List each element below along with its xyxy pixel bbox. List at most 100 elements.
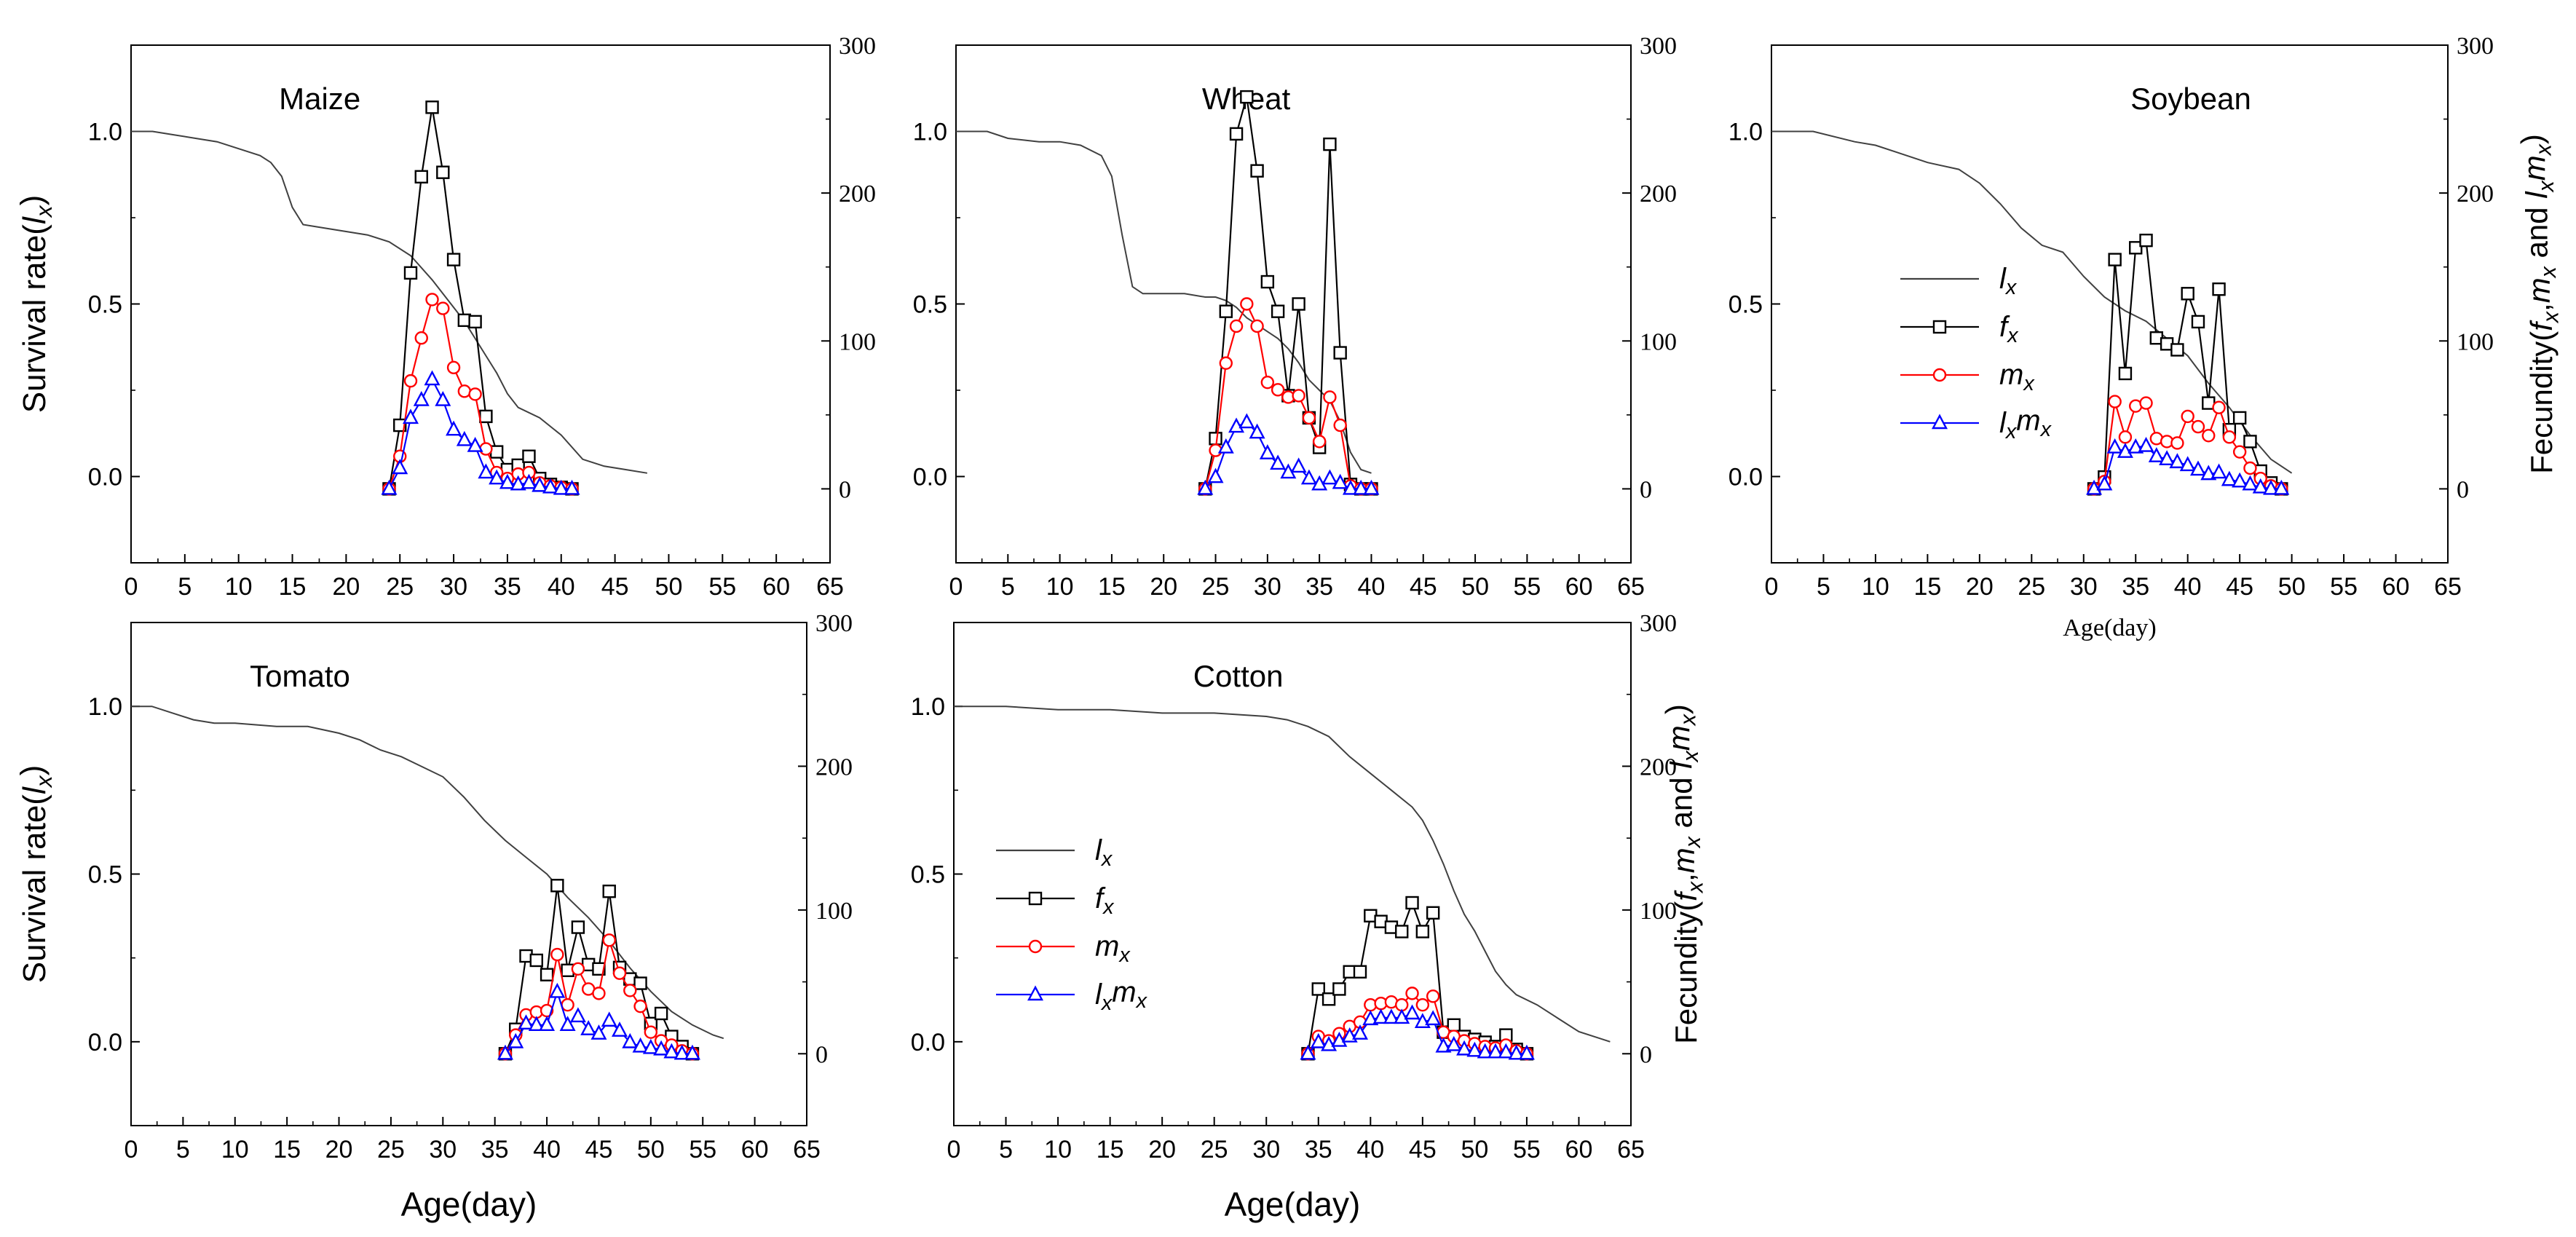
y-left-tick-label: 1.0 (88, 119, 122, 146)
data-point-mx (602, 933, 616, 947)
legend-label-mx: mx​ (1999, 359, 2035, 395)
legend-label-lxmx: lx​mx​ (1999, 405, 2052, 443)
data-point-lxmx (1259, 444, 1276, 459)
y-right-tick-label: 100 (839, 328, 876, 355)
y-left-tick-label: 0.5 (88, 861, 122, 889)
data-point-lxmx (2096, 475, 2113, 491)
series-lxmx (497, 982, 700, 1060)
data-point-lxmx (2148, 447, 2165, 462)
data-point-lxmx (424, 370, 440, 386)
series-fx (2087, 233, 2288, 496)
x-tick-label: 30 (1254, 573, 1281, 601)
data-point-fx (1229, 127, 1244, 141)
data-point-fx (403, 266, 418, 280)
x-tick-label: 25 (1202, 573, 1230, 601)
data-point-lxmx (1487, 1043, 1504, 1059)
data-point-mx (1405, 987, 1419, 1000)
data-point-fx (602, 884, 616, 898)
y-right-axis-label-sub: x (2539, 311, 2563, 324)
data-point-lxmx (1383, 1008, 1399, 1024)
x-tick-label: 10 (225, 573, 253, 601)
data-point-lxmx (435, 390, 451, 406)
y-right-tick-label: 300 (1640, 610, 1677, 637)
data-point-mx (2108, 395, 2122, 408)
x-tick-label: 40 (1356, 1136, 1384, 1163)
data-point-fx (2232, 411, 2247, 425)
data-point-lxmx (2189, 460, 2206, 476)
data-point-lxmx (1518, 1044, 1535, 1060)
plot-frame-maize (130, 44, 831, 564)
data-point-mx (1323, 390, 1337, 404)
y-right-axis-label-sub: x (2537, 266, 2561, 279)
data-point-mx (2222, 430, 2237, 444)
data-point-lxmx (456, 430, 473, 446)
series-lxmx (2086, 436, 2290, 495)
x-tick-label: 5 (176, 1136, 190, 1163)
y-right-tick-label: 100 (1640, 898, 1677, 925)
y-right-axis-label-var: m (2522, 277, 2556, 303)
data-point-lxmx (392, 459, 408, 475)
data-point-fx (1219, 304, 1233, 318)
data-point-lxmx (2127, 438, 2144, 454)
data-point-lxmx (2117, 443, 2133, 458)
x-tick-label: 0 (125, 573, 138, 601)
data-point-fx (1260, 274, 1275, 289)
panels-layer: 0 5 10 15 20 25 30 35 40 45 50 55 60 650.00.51.001002… (15, 33, 2564, 1223)
y-right-tick-label: 200 (839, 181, 876, 208)
data-point-lxmx (2210, 463, 2227, 479)
data-point-fx (1323, 137, 1337, 151)
data-point-lxmx (1290, 457, 1307, 473)
data-point-lxmx (1435, 1037, 1452, 1053)
x-tick-label: 50 (1461, 1136, 1488, 1163)
x-tick-label: 20 (325, 1136, 353, 1163)
data-point-lxmx (2138, 436, 2154, 452)
data-point-mx (1250, 319, 1264, 333)
y-right-tick-label: 200 (2457, 181, 2494, 208)
plot-frame-tomato (130, 622, 807, 1126)
panel-title-tomato: Tomato (250, 659, 350, 693)
legend-label-lxmx-var: l (1095, 979, 1102, 1011)
legend-marker-lxmx (1932, 414, 1948, 430)
data-point-mx (1426, 989, 1440, 1003)
legend-label-fx: fx​ (1095, 882, 1115, 919)
data-point-fx (1426, 906, 1440, 920)
y-right-axis-label-sub: x (1677, 714, 1701, 727)
y-right-axis-label-var: l (1664, 761, 1698, 769)
data-point-mx (1240, 297, 1254, 311)
x-tick-label: 40 (548, 573, 575, 601)
data-point-lxmx (2179, 456, 2196, 472)
data-point-lxmx (403, 408, 419, 424)
data-point-lxmx (1372, 1008, 1389, 1024)
legend-label-lxmx-var: m (2016, 405, 2040, 437)
data-point-mx (403, 374, 418, 388)
data-point-fx (479, 409, 493, 424)
legend-marker-mx (1028, 939, 1043, 954)
y-right-tick-label: 300 (839, 33, 876, 60)
data-point-lxmx (1352, 1024, 1368, 1040)
y-right-tick-label: 0 (839, 476, 851, 503)
y-right-axis-label-var: m (2517, 155, 2551, 181)
legend-label-lxmx-sub: x (1100, 992, 1113, 1015)
data-point-lxmx (1228, 417, 1245, 433)
x-tick-label: 65 (816, 573, 844, 601)
x-tick-label: 40 (1358, 573, 1386, 601)
data-point-fx (522, 449, 536, 463)
data-point-fx (2139, 233, 2153, 248)
data-point-lxmx (2159, 450, 2176, 465)
data-point-lxmx (510, 475, 526, 491)
y-left-tick-label: 0.5 (1728, 291, 1763, 319)
x-tick-label: 30 (440, 573, 467, 601)
x-tick-label: 5 (999, 1136, 1013, 1163)
y-left-axis-label-part: ) (15, 195, 50, 206)
y-left-tick-label: 0.0 (911, 1029, 945, 1056)
y-right-tick-label: 100 (2457, 328, 2494, 355)
series-lxmx (1197, 413, 1380, 495)
y-left-tick-label: 0.0 (1728, 464, 1763, 491)
data-point-mx (1229, 319, 1244, 333)
data-point-mx (571, 962, 585, 976)
y-left-tick-label: 0.5 (88, 291, 122, 319)
data-point-fx (1415, 925, 1430, 938)
data-point-lxmx (632, 1037, 649, 1053)
data-point-fx (1250, 164, 1264, 178)
data-point-mx (2232, 445, 2247, 459)
